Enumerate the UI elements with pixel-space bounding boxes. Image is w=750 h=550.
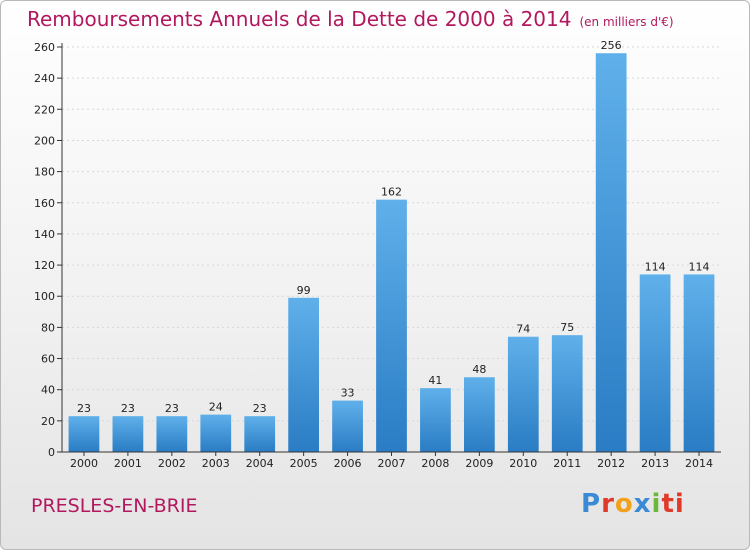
logo-letter: o <box>614 489 634 519</box>
data-label: 114 <box>645 260 666 273</box>
data-label: 23 <box>121 402 135 415</box>
logo-letter: x <box>633 489 652 519</box>
chart-title-text: Remboursements Annuels de la Dette de 20… <box>27 7 572 31</box>
x-tick-label: 2005 <box>290 457 318 470</box>
x-tick-label: 2004 <box>246 457 274 470</box>
chart-title: Remboursements Annuels de la Dette de 20… <box>27 7 674 31</box>
x-tick-label: 2011 <box>553 457 581 470</box>
x-tick-label: 2000 <box>70 457 98 470</box>
place-name: PRESLES-EN-BRIE <box>31 495 198 517</box>
x-tick-label: 2006 <box>334 457 362 470</box>
x-tick-label: 2010 <box>509 457 537 470</box>
data-label: 23 <box>165 402 179 415</box>
data-label: 23 <box>253 402 267 415</box>
y-tick-label: 220 <box>34 103 55 116</box>
data-label: 75 <box>560 321 574 334</box>
logo-letter: ti <box>661 489 685 519</box>
y-tick-label: 0 <box>48 446 55 459</box>
data-label: 99 <box>297 284 311 297</box>
y-tick-label: 180 <box>34 166 55 179</box>
logo-letter: i <box>651 489 662 519</box>
y-tick-label: 260 <box>34 41 55 54</box>
data-label: 256 <box>601 39 622 52</box>
x-tick-label: 2014 <box>685 457 713 470</box>
bar <box>376 199 407 452</box>
x-tick-label: 2009 <box>465 457 493 470</box>
y-tick-label: 200 <box>34 134 55 147</box>
x-tick-label: 2012 <box>597 457 625 470</box>
y-tick-label: 100 <box>34 290 55 303</box>
bar <box>683 274 715 452</box>
bar <box>463 377 495 452</box>
bar <box>112 416 144 452</box>
x-tick-label: 2001 <box>114 457 142 470</box>
bar <box>68 416 100 452</box>
bar <box>507 336 539 452</box>
data-label: 114 <box>689 260 710 273</box>
y-tick-label: 20 <box>41 415 55 428</box>
unit-note: (en milliers d'€) <box>579 15 674 29</box>
bar <box>551 335 583 452</box>
bar <box>332 400 363 452</box>
data-label: 41 <box>428 374 442 387</box>
bar <box>420 388 451 452</box>
data-label: 24 <box>209 401 223 414</box>
bar <box>244 416 276 452</box>
bar <box>639 274 671 452</box>
data-label: 23 <box>77 402 91 415</box>
y-tick-label: 120 <box>34 259 55 272</box>
x-tick-label: 2008 <box>421 457 449 470</box>
proxiti-logo: Proxiti <box>581 489 685 519</box>
x-tick-label: 2013 <box>641 457 669 470</box>
logo-letter: r <box>601 489 615 519</box>
y-tick-label: 160 <box>34 197 55 210</box>
data-label: 162 <box>381 186 402 199</box>
bar <box>200 414 232 452</box>
y-tick-label: 240 <box>34 72 55 85</box>
y-tick-label: 60 <box>41 353 55 366</box>
y-tick-label: 80 <box>41 321 55 334</box>
bar <box>156 416 188 452</box>
data-label: 48 <box>472 363 486 376</box>
logo-letter: P <box>581 489 602 519</box>
y-tick-label: 140 <box>34 228 55 241</box>
bar <box>288 297 320 452</box>
data-label: 33 <box>341 387 355 400</box>
data-label: 74 <box>516 323 530 336</box>
x-tick-label: 2007 <box>378 457 406 470</box>
x-tick-label: 2002 <box>158 457 186 470</box>
x-tick-label: 2003 <box>202 457 230 470</box>
bar <box>595 53 627 452</box>
y-tick-label: 40 <box>41 384 55 397</box>
